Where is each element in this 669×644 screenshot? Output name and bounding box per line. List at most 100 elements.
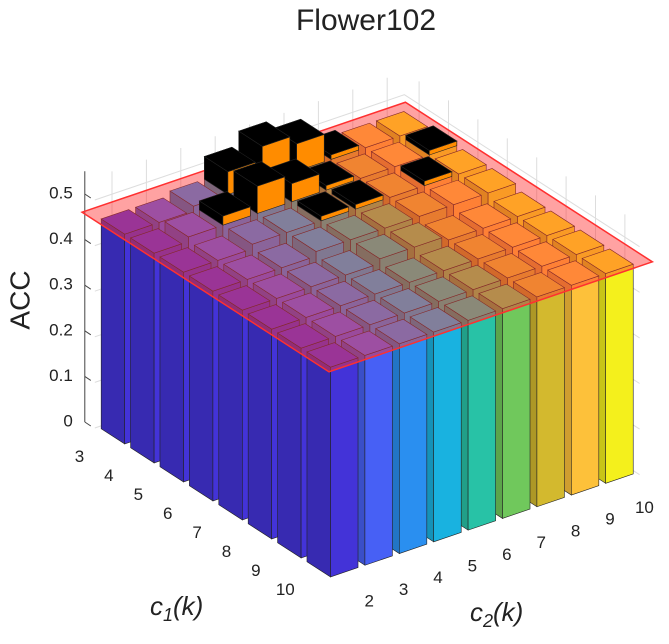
bar-top-face xyxy=(375,318,428,345)
bar-above-plane xyxy=(233,161,286,215)
y-tick-label: 3 xyxy=(75,447,84,466)
bar-top-face xyxy=(365,172,419,198)
bar-top-face xyxy=(390,222,443,248)
y-tick-label: 5 xyxy=(134,485,143,504)
bar-top-face xyxy=(188,266,242,292)
bar-top-face xyxy=(228,219,281,245)
y-tick-label: 4 xyxy=(104,466,113,485)
z-tick xyxy=(84,330,92,336)
bar-top-face xyxy=(512,272,566,298)
bar-top-face xyxy=(488,222,541,248)
bar-top-face xyxy=(193,235,247,261)
y-tick-label: 10 xyxy=(276,580,295,599)
bar-top-face xyxy=(405,125,458,151)
label-part: (k) xyxy=(173,591,203,621)
bar-front-face xyxy=(398,333,428,554)
z-tick-label: 0 xyxy=(63,411,72,430)
bar-top-face xyxy=(483,253,536,279)
bar-top-face xyxy=(400,156,453,182)
bar-top-face xyxy=(419,245,472,272)
z-tick-label: 0.1 xyxy=(49,366,73,385)
bar-front-face xyxy=(536,287,565,508)
bar-top-face xyxy=(385,257,438,283)
x-tick-label: 3 xyxy=(399,580,408,599)
bar-left-face xyxy=(130,237,155,464)
bar-top-face xyxy=(252,273,305,299)
x-tick-label: 8 xyxy=(571,521,580,540)
bar-above-plane xyxy=(301,160,355,191)
bar-top-face xyxy=(493,191,546,217)
bar-top-face xyxy=(316,280,369,307)
bar-top-face xyxy=(331,179,384,205)
label-part: (k) xyxy=(493,597,523,627)
bar-top-face xyxy=(247,304,300,330)
bar-left-face xyxy=(306,351,331,578)
bar-left-face xyxy=(189,275,214,502)
bar-top-face xyxy=(434,149,487,175)
bar-top-face xyxy=(134,197,188,223)
bar-top-face xyxy=(380,288,433,314)
label-sub: 2 xyxy=(482,611,493,631)
bar-top-face xyxy=(345,299,399,326)
bar-top-face xyxy=(552,229,605,255)
bar-top-face xyxy=(326,214,379,241)
bar-left-face xyxy=(100,218,125,445)
bar-top-face xyxy=(448,264,502,291)
bar-front-face xyxy=(364,345,393,566)
bar-above-plane xyxy=(331,179,384,210)
bar-top-face xyxy=(233,161,286,187)
bar-front-face xyxy=(605,263,634,484)
z-tick xyxy=(84,239,92,245)
bar-top-face xyxy=(276,323,330,349)
bar-above-plane xyxy=(198,191,252,226)
bar-above-plane xyxy=(405,125,458,156)
bar-top-face xyxy=(336,153,389,179)
bar-top-face xyxy=(341,122,394,149)
bar-front-face xyxy=(570,275,600,496)
bar-top-face xyxy=(443,295,497,321)
y-tick-label: 6 xyxy=(163,504,172,523)
bar-top-face xyxy=(306,342,359,368)
bar-top-face xyxy=(291,226,345,252)
bar xyxy=(306,342,359,578)
bar-top-face xyxy=(321,250,374,276)
bar-front-face xyxy=(330,357,359,578)
bar-top-face xyxy=(198,191,252,217)
bar-left-face xyxy=(218,294,243,521)
bar-top-face xyxy=(581,248,634,274)
x-tick-label: 9 xyxy=(605,510,614,529)
bar-top-face xyxy=(238,121,291,147)
z-axis-label: ACC xyxy=(4,270,35,329)
x-tick-label: 5 xyxy=(468,557,477,576)
label-sub: 1 xyxy=(163,605,173,625)
bar-top-face xyxy=(360,203,414,229)
y-axis-label: c1(k) xyxy=(150,591,203,625)
y-tick-label: 8 xyxy=(222,542,231,561)
bar-top-face xyxy=(159,247,212,273)
bar-top-face xyxy=(522,210,576,236)
bar-top-face xyxy=(350,269,404,295)
bar-top-face xyxy=(478,283,531,310)
bar-top-face xyxy=(463,168,517,194)
y-tick-label: 9 xyxy=(251,561,260,580)
bar-left-face xyxy=(247,313,273,540)
z-tick-label: 0.5 xyxy=(49,183,73,202)
grid-line xyxy=(94,94,640,248)
bar-top-face xyxy=(281,292,335,318)
bar-top-face xyxy=(340,330,394,356)
bar-top-face xyxy=(375,111,429,137)
z-tick xyxy=(84,193,92,199)
x-tick-label: 7 xyxy=(536,533,545,552)
bar-top-face xyxy=(218,285,271,311)
z-tick-label: 0.4 xyxy=(49,229,73,248)
label-part: c xyxy=(470,597,483,627)
x-axis-label: c2(k) xyxy=(470,597,523,631)
x-tick-label: 10 xyxy=(635,498,654,517)
bar-top-face xyxy=(311,311,364,337)
bar-top-face xyxy=(517,241,571,267)
y-tick-label: 7 xyxy=(192,523,201,542)
bar-top-face xyxy=(257,242,310,269)
chart-title: Flower102 xyxy=(296,4,436,37)
bar-top-face xyxy=(547,260,600,286)
